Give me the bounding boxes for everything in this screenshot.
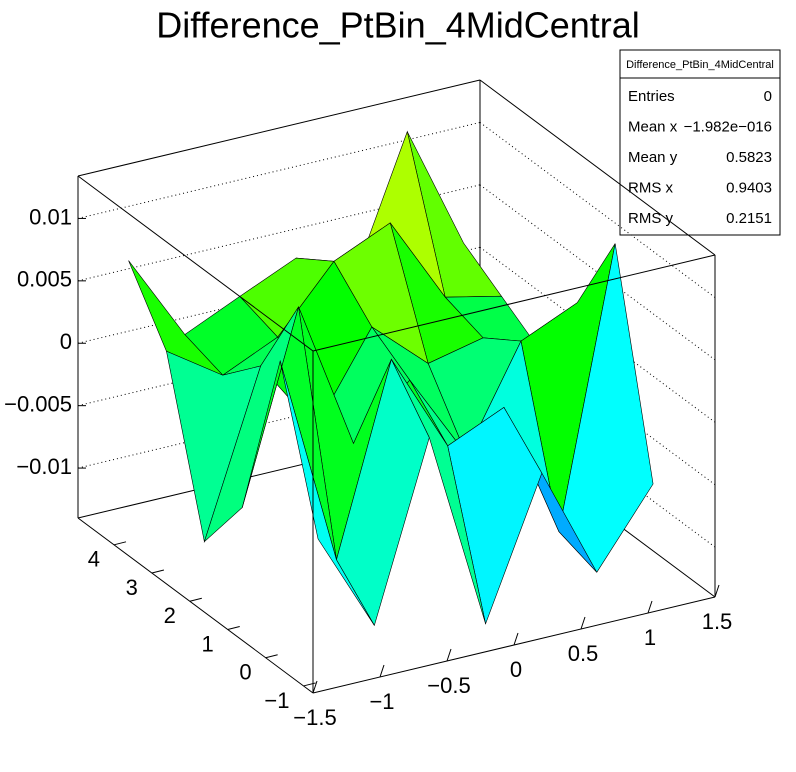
stats-value: 0.5823 — [726, 149, 772, 166]
y-tick-label: 3 — [126, 575, 138, 600]
y-tick — [113, 541, 127, 546]
grid-line — [479, 246, 716, 423]
y-tick-label: 1 — [201, 631, 213, 656]
x-tick — [312, 680, 318, 694]
x-tick-label: 1.5 — [702, 609, 733, 634]
grid-line — [479, 122, 716, 298]
stats-value: 0 — [764, 88, 772, 105]
z-tick-label: 0 — [60, 329, 72, 354]
box-edge — [77, 79, 481, 177]
x-tick-label: −1.5 — [293, 705, 336, 730]
x-tick-label: 0 — [510, 657, 522, 682]
y-tick — [303, 682, 316, 687]
y-tick-label: 4 — [88, 547, 100, 572]
x-tick — [379, 664, 385, 678]
y-tick — [189, 597, 202, 602]
stats-label: RMS x — [628, 179, 674, 196]
stats-label: RMS y — [628, 210, 674, 227]
stats-label: Mean y — [628, 149, 678, 166]
y-tick-label: −1 — [264, 688, 289, 713]
x-tick-label: −0.5 — [427, 673, 470, 698]
stats-box: Difference_PtBin_4MidCentral Entries 0 Mea… — [619, 49, 781, 236]
y-tick — [151, 569, 165, 574]
stats-value: −1.982e−016 — [684, 118, 772, 135]
box-edge — [479, 79, 716, 256]
stats-value: 0.9403 — [726, 179, 772, 196]
z-tick-label: 0.005 — [17, 267, 72, 292]
grid-line — [479, 184, 716, 361]
chart-title: Difference_PtBin_4MidCentral — [156, 5, 640, 46]
grid-line — [77, 121, 481, 219]
x-tick — [513, 632, 519, 646]
box-edge — [77, 517, 314, 694]
z-tick-label: 0.01 — [29, 204, 72, 229]
stats-label: Entries — [628, 88, 675, 105]
box-edge — [312, 254, 716, 352]
x-tick-label: 0.5 — [568, 641, 599, 666]
z-tick-label: −0.005 — [4, 391, 72, 416]
x-tick — [647, 600, 653, 614]
x-tick — [446, 648, 452, 662]
y-tick-label: 2 — [164, 603, 176, 628]
box-edge — [77, 175, 314, 352]
x-tick — [580, 616, 586, 630]
surface-cell — [279, 360, 375, 626]
x-tick-label: −1 — [369, 689, 394, 714]
y-tick — [227, 626, 240, 630]
stats-title: Difference_PtBin_4MidCentral — [626, 59, 774, 71]
x-tick-label: 1 — [644, 625, 656, 650]
stats-label: Mean x — [628, 118, 678, 135]
y-tick — [265, 654, 278, 659]
x-tick — [714, 584, 720, 598]
stats-value: 0.2151 — [726, 210, 772, 227]
y-tick-label: 0 — [239, 660, 251, 685]
z-tick-label: −0.01 — [16, 454, 72, 479]
